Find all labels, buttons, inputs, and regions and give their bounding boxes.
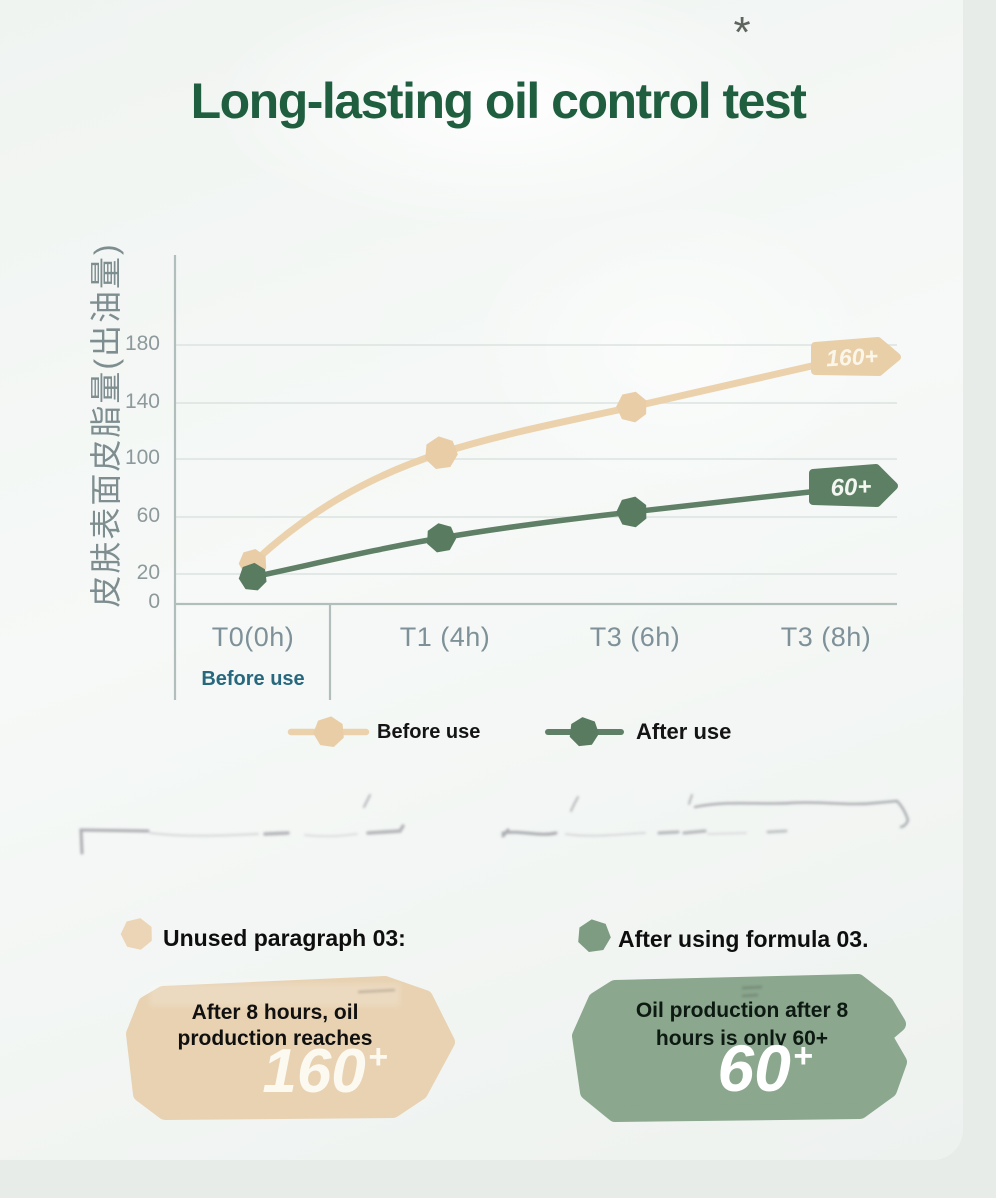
- x-label-t3-6h: T3 (6h): [589, 622, 681, 652]
- content-card: [0, 0, 963, 1160]
- y-tick-0: 0: [148, 590, 160, 613]
- left-callout-line1: After 8 hours, oil: [191, 1001, 359, 1024]
- x-label-t0: T0(0h): [211, 622, 295, 652]
- right-callout-heading: After using formula 03.: [618, 926, 869, 952]
- left-callout-big-number: 160+: [240, 1036, 410, 1107]
- beige-hexagon-icon: [118, 914, 156, 952]
- footnote-asterisk: *: [733, 8, 751, 57]
- badge-after-shape: [809, 464, 898, 507]
- series-before-use: [237, 337, 901, 579]
- page-title: Long-lasting oil control test: [190, 73, 807, 129]
- right-callout-line2: hours is only 60+: [655, 1027, 829, 1050]
- y-tick-140: 140: [124, 390, 160, 413]
- right-big-plus: +: [792, 1037, 813, 1075]
- x-label-t1: T1 (4h): [399, 622, 491, 652]
- left-callout-line2: production reaches: [177, 1027, 373, 1050]
- callout-blobs: [126, 974, 907, 1122]
- end-badge-before-use: 160+: [825, 342, 879, 372]
- left-big-value: 160: [262, 1037, 366, 1106]
- end-badge-after-use: 60+: [830, 473, 872, 502]
- right-big-value: 60: [717, 1031, 791, 1105]
- legend-label-after-use: After use: [636, 719, 732, 744]
- x-label-t3-8h: T3 (8h): [780, 622, 872, 652]
- right-callout-line1: Oil production after 8: [635, 999, 849, 1022]
- legend-label-before-use: Before use: [377, 721, 481, 743]
- right-blob-shape: [572, 974, 907, 1122]
- right-callout-big-number: 60+: [685, 1030, 845, 1106]
- blurred-disclaimer-smudges: [79, 794, 910, 855]
- green-hexagon-icon: [575, 917, 613, 954]
- y-tick-100: 100: [124, 446, 160, 469]
- series-after-use: [237, 464, 898, 592]
- left-callout-heading: Unused paragraph 03:: [163, 925, 406, 951]
- gridlines: [175, 344, 897, 575]
- y-tick-60: 60: [136, 504, 160, 527]
- badge-before-shape: [811, 337, 901, 376]
- legend-markers: [287, 714, 624, 749]
- y-tick-180: 180: [124, 332, 160, 355]
- left-big-plus: +: [367, 1038, 388, 1076]
- left-blob-shape: [126, 976, 455, 1120]
- y-tick-20: 20: [136, 561, 160, 584]
- x-axis-note-before-use: Before use: [201, 668, 305, 690]
- axes: [173, 255, 897, 700]
